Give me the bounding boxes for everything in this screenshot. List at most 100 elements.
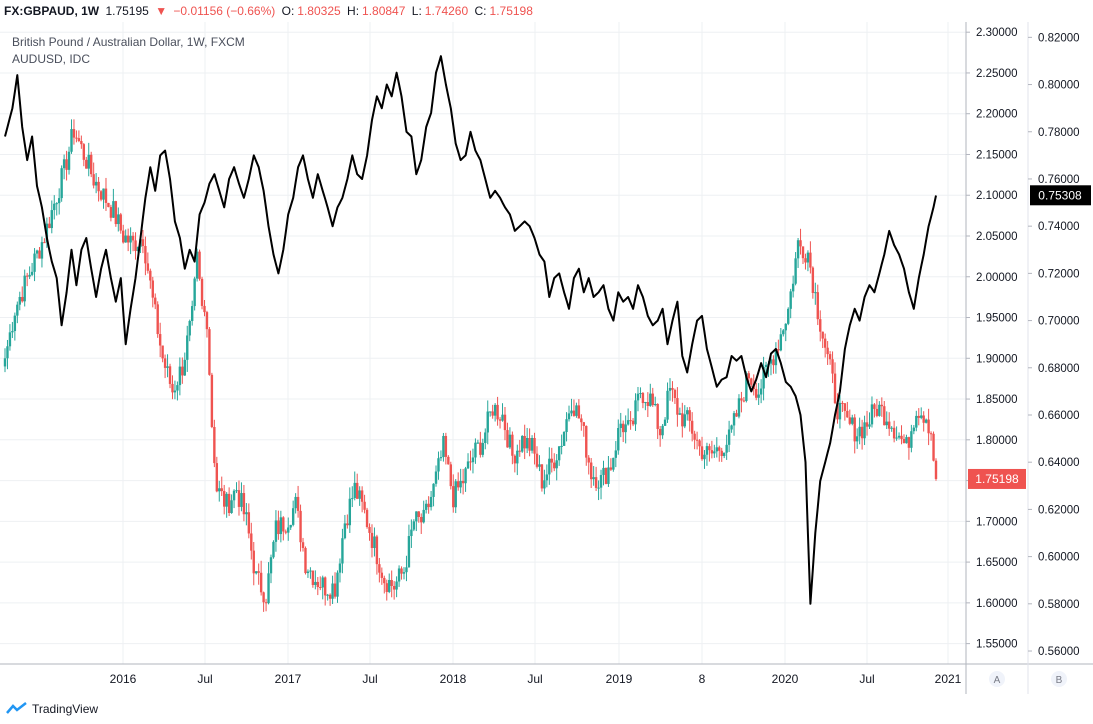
candle-body xyxy=(210,374,214,427)
candle-body xyxy=(284,531,287,533)
candle-body xyxy=(508,434,512,448)
candle-body xyxy=(247,512,251,534)
x-tick-label: 2019 xyxy=(606,672,633,686)
candle-body xyxy=(151,280,154,298)
candle-body xyxy=(35,250,39,254)
candle-body xyxy=(846,410,849,418)
axis-button-b xyxy=(1051,671,1067,687)
footer: TradingView xyxy=(0,696,1093,724)
candle-body xyxy=(156,304,159,335)
candle-body xyxy=(617,428,620,451)
audusd-line xyxy=(4,55,937,605)
candle-body xyxy=(3,358,7,367)
candle-body xyxy=(75,137,78,139)
candle-body xyxy=(686,410,689,415)
axis-button-label: B xyxy=(1056,675,1063,686)
candle-body xyxy=(274,520,278,542)
candle-body xyxy=(11,331,14,333)
candle-body xyxy=(82,144,86,160)
candle-body xyxy=(181,366,184,376)
candle-body xyxy=(851,417,854,424)
candle-body xyxy=(833,373,837,404)
axis-1-tick-label: 1.95000 xyxy=(976,313,1018,325)
overlay-series-legend[interactable]: AUDUSD, IDC xyxy=(12,52,91,66)
x-tick-label: 2017 xyxy=(275,672,302,686)
candle-body xyxy=(267,573,270,604)
candle-body xyxy=(841,402,844,404)
candle-body xyxy=(87,154,90,169)
candle-body xyxy=(277,520,280,535)
axis-1-tick-label: 2.15000 xyxy=(976,149,1018,161)
candle-body xyxy=(589,462,593,480)
candle-body xyxy=(92,174,95,186)
candle-body xyxy=(858,426,861,437)
audusd-last-price-label: 0.75308 xyxy=(1038,188,1082,202)
candle-body xyxy=(629,420,632,422)
candle-body xyxy=(929,433,933,435)
candle-body xyxy=(124,235,127,243)
candle-body xyxy=(380,572,384,578)
candle-body xyxy=(693,433,696,440)
axis-1-tick-label: 2.25000 xyxy=(976,68,1018,80)
candle-body xyxy=(289,524,292,528)
high-value: 1.80847 xyxy=(362,4,406,18)
candle-body xyxy=(917,415,920,418)
candle-body xyxy=(562,432,566,446)
candle-body xyxy=(230,500,233,514)
audusd-last-price-tag xyxy=(1030,185,1091,206)
candle-body xyxy=(545,474,549,481)
candle-body xyxy=(875,408,879,416)
candle-body xyxy=(555,460,558,469)
main-series-legend[interactable]: British Pound / Australian Dollar, 1W, F… xyxy=(12,35,245,49)
candle-body xyxy=(240,493,243,507)
candle-body xyxy=(713,451,716,454)
candle-body xyxy=(321,577,324,588)
candle-body xyxy=(703,454,706,460)
candle-body xyxy=(198,251,201,279)
candle-body xyxy=(575,405,578,416)
last-price: 1.75195 xyxy=(105,4,149,18)
candle-body xyxy=(560,445,563,447)
candle-body xyxy=(203,305,206,313)
candle-body xyxy=(291,508,295,525)
candle-body xyxy=(346,523,349,526)
tradingview-logo[interactable]: TradingView xyxy=(6,702,98,716)
candle-body xyxy=(636,393,640,401)
axis-1-tick-label: 1.85000 xyxy=(976,394,1018,406)
axis-1-tick-label: 2.10000 xyxy=(976,190,1018,202)
candle-body xyxy=(232,490,236,501)
symbol-name[interactable]: FX:GBPAUD, 1W xyxy=(4,4,100,18)
candle-body xyxy=(395,581,398,590)
candle-body xyxy=(314,581,317,585)
candle-body xyxy=(183,359,186,376)
axis-button-label: A xyxy=(994,675,1001,686)
candle-body xyxy=(301,542,305,548)
candle-body xyxy=(493,404,497,416)
candle-body xyxy=(759,388,763,395)
price-chart[interactable]: 2016 Jul 2017 Jul 2018 Jul 2019 8 2020 Jul 2021 2.3… xyxy=(0,22,1093,696)
candle-body xyxy=(269,557,273,574)
candle-body xyxy=(757,394,760,398)
candle-body xyxy=(422,509,425,523)
candle-body xyxy=(681,413,684,427)
candle-body xyxy=(154,297,157,305)
candle-body xyxy=(769,359,773,364)
candle-body xyxy=(641,393,645,404)
candle-body xyxy=(363,501,366,510)
candle-body xyxy=(48,223,51,229)
candle-body xyxy=(865,422,869,427)
candle-body xyxy=(65,159,68,170)
candle-body xyxy=(62,159,66,169)
candle-body xyxy=(828,354,832,360)
candle-body xyxy=(407,536,411,568)
candle-body xyxy=(895,437,898,439)
candle-body xyxy=(912,427,916,432)
candle-body xyxy=(543,480,546,489)
axis-2-tick-label: 0.62000 xyxy=(1038,504,1080,516)
axis-1-tick-label: 2.00000 xyxy=(976,272,1018,284)
candle-body xyxy=(469,461,472,463)
candle-body xyxy=(53,203,56,211)
candle-body xyxy=(447,456,450,465)
candle-body xyxy=(489,411,492,413)
candle-body xyxy=(50,210,53,229)
